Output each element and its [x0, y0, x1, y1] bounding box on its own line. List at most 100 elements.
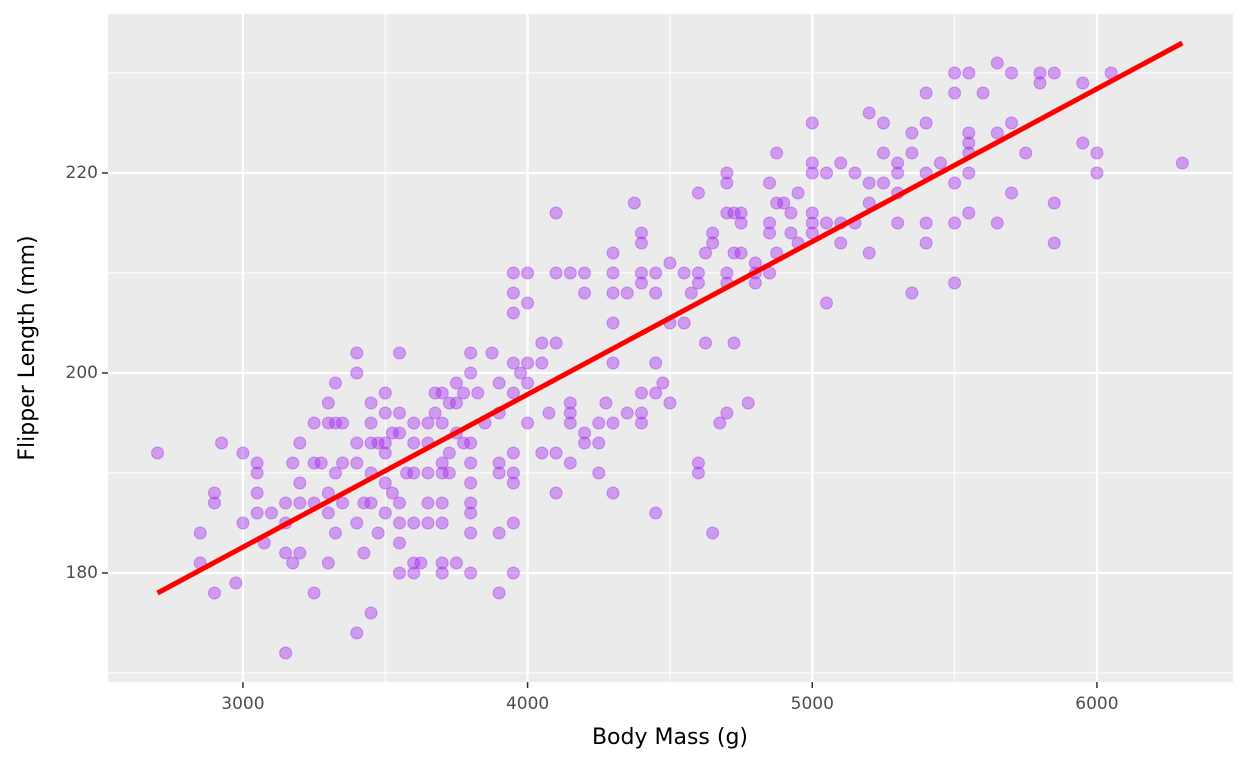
- point: [649, 506, 663, 520]
- point: [784, 206, 798, 220]
- point: [990, 56, 1004, 70]
- point: [763, 216, 777, 230]
- point: [777, 196, 791, 210]
- point: [805, 216, 819, 230]
- point: [392, 536, 406, 550]
- point: [364, 416, 378, 430]
- point: [1076, 136, 1090, 150]
- point: [962, 66, 976, 80]
- point: [449, 556, 463, 570]
- point: [371, 526, 385, 540]
- point: [464, 506, 478, 520]
- point: [364, 396, 378, 410]
- point: [378, 446, 392, 460]
- point: [677, 266, 691, 280]
- point: [442, 466, 456, 480]
- point: [378, 506, 392, 520]
- point: [1005, 66, 1019, 80]
- point: [464, 436, 478, 450]
- point: [435, 496, 449, 510]
- point: [876, 146, 890, 160]
- point: [791, 186, 805, 200]
- point: [492, 466, 506, 480]
- point: [634, 226, 648, 240]
- point: [706, 226, 720, 240]
- point: [905, 126, 919, 140]
- point: [421, 416, 435, 430]
- point: [378, 436, 392, 450]
- point: [649, 266, 663, 280]
- point: [506, 566, 520, 580]
- point: [876, 116, 890, 130]
- point: [364, 436, 378, 450]
- point: [542, 406, 556, 420]
- point: [506, 386, 520, 400]
- point: [563, 416, 577, 430]
- point: [435, 566, 449, 580]
- point: [592, 416, 606, 430]
- point: [392, 426, 406, 440]
- point: [606, 246, 620, 260]
- point: [492, 526, 506, 540]
- point: [464, 346, 478, 360]
- point: [848, 166, 862, 180]
- point: [727, 336, 741, 350]
- point: [862, 106, 876, 120]
- point: [407, 416, 421, 430]
- point: [350, 346, 364, 360]
- point: [1033, 66, 1047, 80]
- point: [684, 286, 698, 300]
- point: [264, 506, 278, 520]
- point: [293, 476, 307, 490]
- point: [606, 486, 620, 500]
- point: [1047, 196, 1061, 210]
- point: [328, 376, 342, 390]
- point: [506, 266, 520, 280]
- point: [485, 346, 499, 360]
- point: [293, 496, 307, 510]
- point: [286, 556, 300, 570]
- point: [521, 266, 535, 280]
- point: [506, 446, 520, 460]
- point: [250, 506, 264, 520]
- point: [449, 376, 463, 390]
- point: [250, 466, 264, 480]
- point: [357, 496, 371, 510]
- point: [734, 216, 748, 230]
- point: [535, 336, 549, 350]
- point: [279, 546, 293, 560]
- point: [663, 396, 677, 410]
- point: [207, 486, 221, 500]
- point: [578, 436, 592, 450]
- point: [207, 496, 221, 510]
- point: [905, 286, 919, 300]
- point: [691, 276, 705, 290]
- point: [620, 286, 634, 300]
- point: [876, 176, 890, 190]
- point: [407, 556, 421, 570]
- point: [706, 526, 720, 540]
- point: [976, 86, 990, 100]
- point: [492, 586, 506, 600]
- point: [215, 436, 229, 450]
- point: [919, 86, 933, 100]
- point: [407, 466, 421, 480]
- point: [606, 286, 620, 300]
- point: [428, 406, 442, 420]
- point: [606, 416, 620, 430]
- point: [784, 226, 798, 240]
- point: [336, 456, 350, 470]
- point: [599, 396, 613, 410]
- point: [1175, 156, 1189, 170]
- point: [1076, 76, 1090, 90]
- point: [286, 456, 300, 470]
- point: [549, 446, 563, 460]
- point: [492, 456, 506, 470]
- point: [1090, 166, 1104, 180]
- point: [720, 406, 734, 420]
- point: [407, 516, 421, 530]
- point: [336, 416, 350, 430]
- point: [720, 176, 734, 190]
- point: [229, 576, 243, 590]
- point: [763, 226, 777, 240]
